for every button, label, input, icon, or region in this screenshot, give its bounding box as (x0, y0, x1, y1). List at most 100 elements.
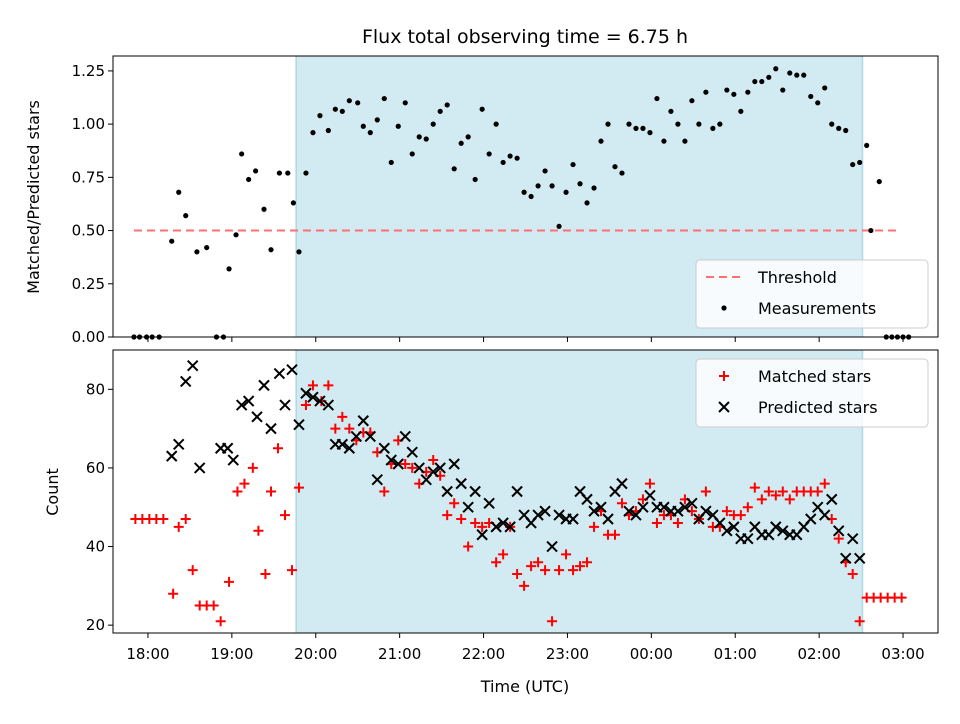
measurement-point (500, 159, 506, 166)
measurement-point (253, 168, 259, 174)
matched-star-point (266, 486, 277, 497)
measurement-point (675, 121, 681, 127)
predicted-star-point (532, 509, 544, 521)
matched-star-point (260, 569, 271, 580)
predicted-star-point (399, 430, 411, 443)
matched-star-point (512, 569, 523, 580)
measurement-point (176, 189, 182, 195)
predicted-star-point (742, 532, 754, 545)
matched-star-point (286, 565, 297, 576)
measurement-point (612, 164, 618, 170)
measurement-point (563, 189, 569, 195)
matched-star-point (180, 514, 191, 525)
predicted-star-point (173, 438, 185, 451)
measurement-point (661, 138, 667, 144)
measurement-point (183, 213, 189, 219)
predicted-star-point (448, 458, 460, 470)
measurement-point (682, 138, 688, 144)
measurement-point (829, 121, 835, 127)
matched-star-point (519, 580, 530, 591)
matched-star-point (158, 514, 169, 525)
bottom-legend-box (695, 358, 929, 428)
predicted-star-point (273, 367, 286, 380)
predicted-star-point (728, 521, 740, 533)
top-y-tick-label: 1.25 (72, 62, 105, 80)
predicted-star-point (406, 446, 418, 458)
x-tick-label: 03:00 (881, 645, 924, 663)
measurement-point (598, 138, 604, 144)
measurement-point (493, 121, 499, 127)
predicted-star-point (686, 497, 698, 509)
measurement-point (486, 151, 492, 157)
matched-star-point (763, 486, 774, 497)
matched-star-point (449, 498, 460, 509)
predicted-star-point (322, 399, 335, 411)
legend-predicted-swatch (718, 401, 730, 413)
measurement-point (640, 125, 646, 131)
measurement-point (233, 232, 239, 238)
predicted-star-point (166, 450, 178, 462)
measurement-point (752, 78, 758, 85)
measurement-point (703, 89, 709, 95)
measurement-point (465, 134, 471, 140)
measurement-point (808, 93, 814, 100)
measurement-point (310, 130, 316, 136)
matched-star-point (224, 576, 235, 587)
predicted-star-point (462, 501, 474, 513)
bottom-y-tick-label: 20 (86, 616, 105, 634)
predicted-star-point (378, 442, 390, 454)
top-y-tick-label: 1.00 (72, 115, 105, 133)
predicted-star-point (553, 509, 565, 521)
measurement-point (514, 155, 520, 161)
x-tick-label: 01:00 (714, 645, 757, 663)
matched-star-point (463, 541, 474, 552)
matched-star-point (812, 486, 823, 497)
x-tick-label: 20:00 (294, 645, 337, 663)
predicted-star-point (227, 454, 239, 466)
matched-star-point (742, 502, 753, 513)
top-y-axis-label: Matched/Predicted stars (24, 100, 43, 294)
predicted-star-point (385, 454, 397, 466)
measurement-point (381, 95, 387, 102)
measurement-point (780, 87, 786, 93)
predicted-star-point (819, 509, 831, 521)
bottom-y-tick-label: 40 (86, 538, 105, 556)
measurement-point (507, 153, 513, 159)
measurement-point (822, 85, 828, 91)
predicted-star-point (265, 422, 277, 435)
predicted-star-point (777, 525, 789, 537)
predicted-star-point (644, 489, 656, 502)
measurement-point (194, 249, 200, 255)
measurement-point (626, 121, 632, 127)
matched-star-point (547, 616, 558, 627)
matched-star-point (407, 462, 418, 473)
matched-star-point (379, 486, 390, 497)
measurement-point (451, 166, 457, 172)
predicted-star-point (314, 395, 326, 407)
measurement-point (591, 185, 597, 191)
matched-star-point (554, 565, 565, 576)
measurement-point (815, 100, 821, 106)
predicted-star-point (364, 430, 376, 443)
measurement-point (423, 136, 429, 142)
predicted-star-point (679, 501, 691, 513)
predicted-star-point (721, 525, 733, 537)
x-tick-label: 00:00 (630, 645, 673, 663)
predicted-star-point (469, 485, 481, 498)
measurement-point (290, 200, 296, 206)
matched-star-point (644, 478, 655, 489)
predicted-star-point (853, 552, 866, 565)
matched-star-point (575, 561, 586, 572)
matched-star-point (344, 423, 355, 434)
measurement-point (794, 72, 800, 78)
predicted-star-point (581, 493, 593, 506)
predicted-star-point (251, 411, 263, 423)
predicted-star-point (434, 462, 446, 474)
matched-star-point (337, 411, 348, 422)
predicted-star-point (658, 501, 670, 513)
predicted-star-point (371, 474, 383, 486)
matched-star-point (253, 525, 264, 536)
matched-star-point (721, 506, 732, 517)
predicted-star-point (805, 513, 817, 525)
measurement-point (388, 159, 394, 166)
